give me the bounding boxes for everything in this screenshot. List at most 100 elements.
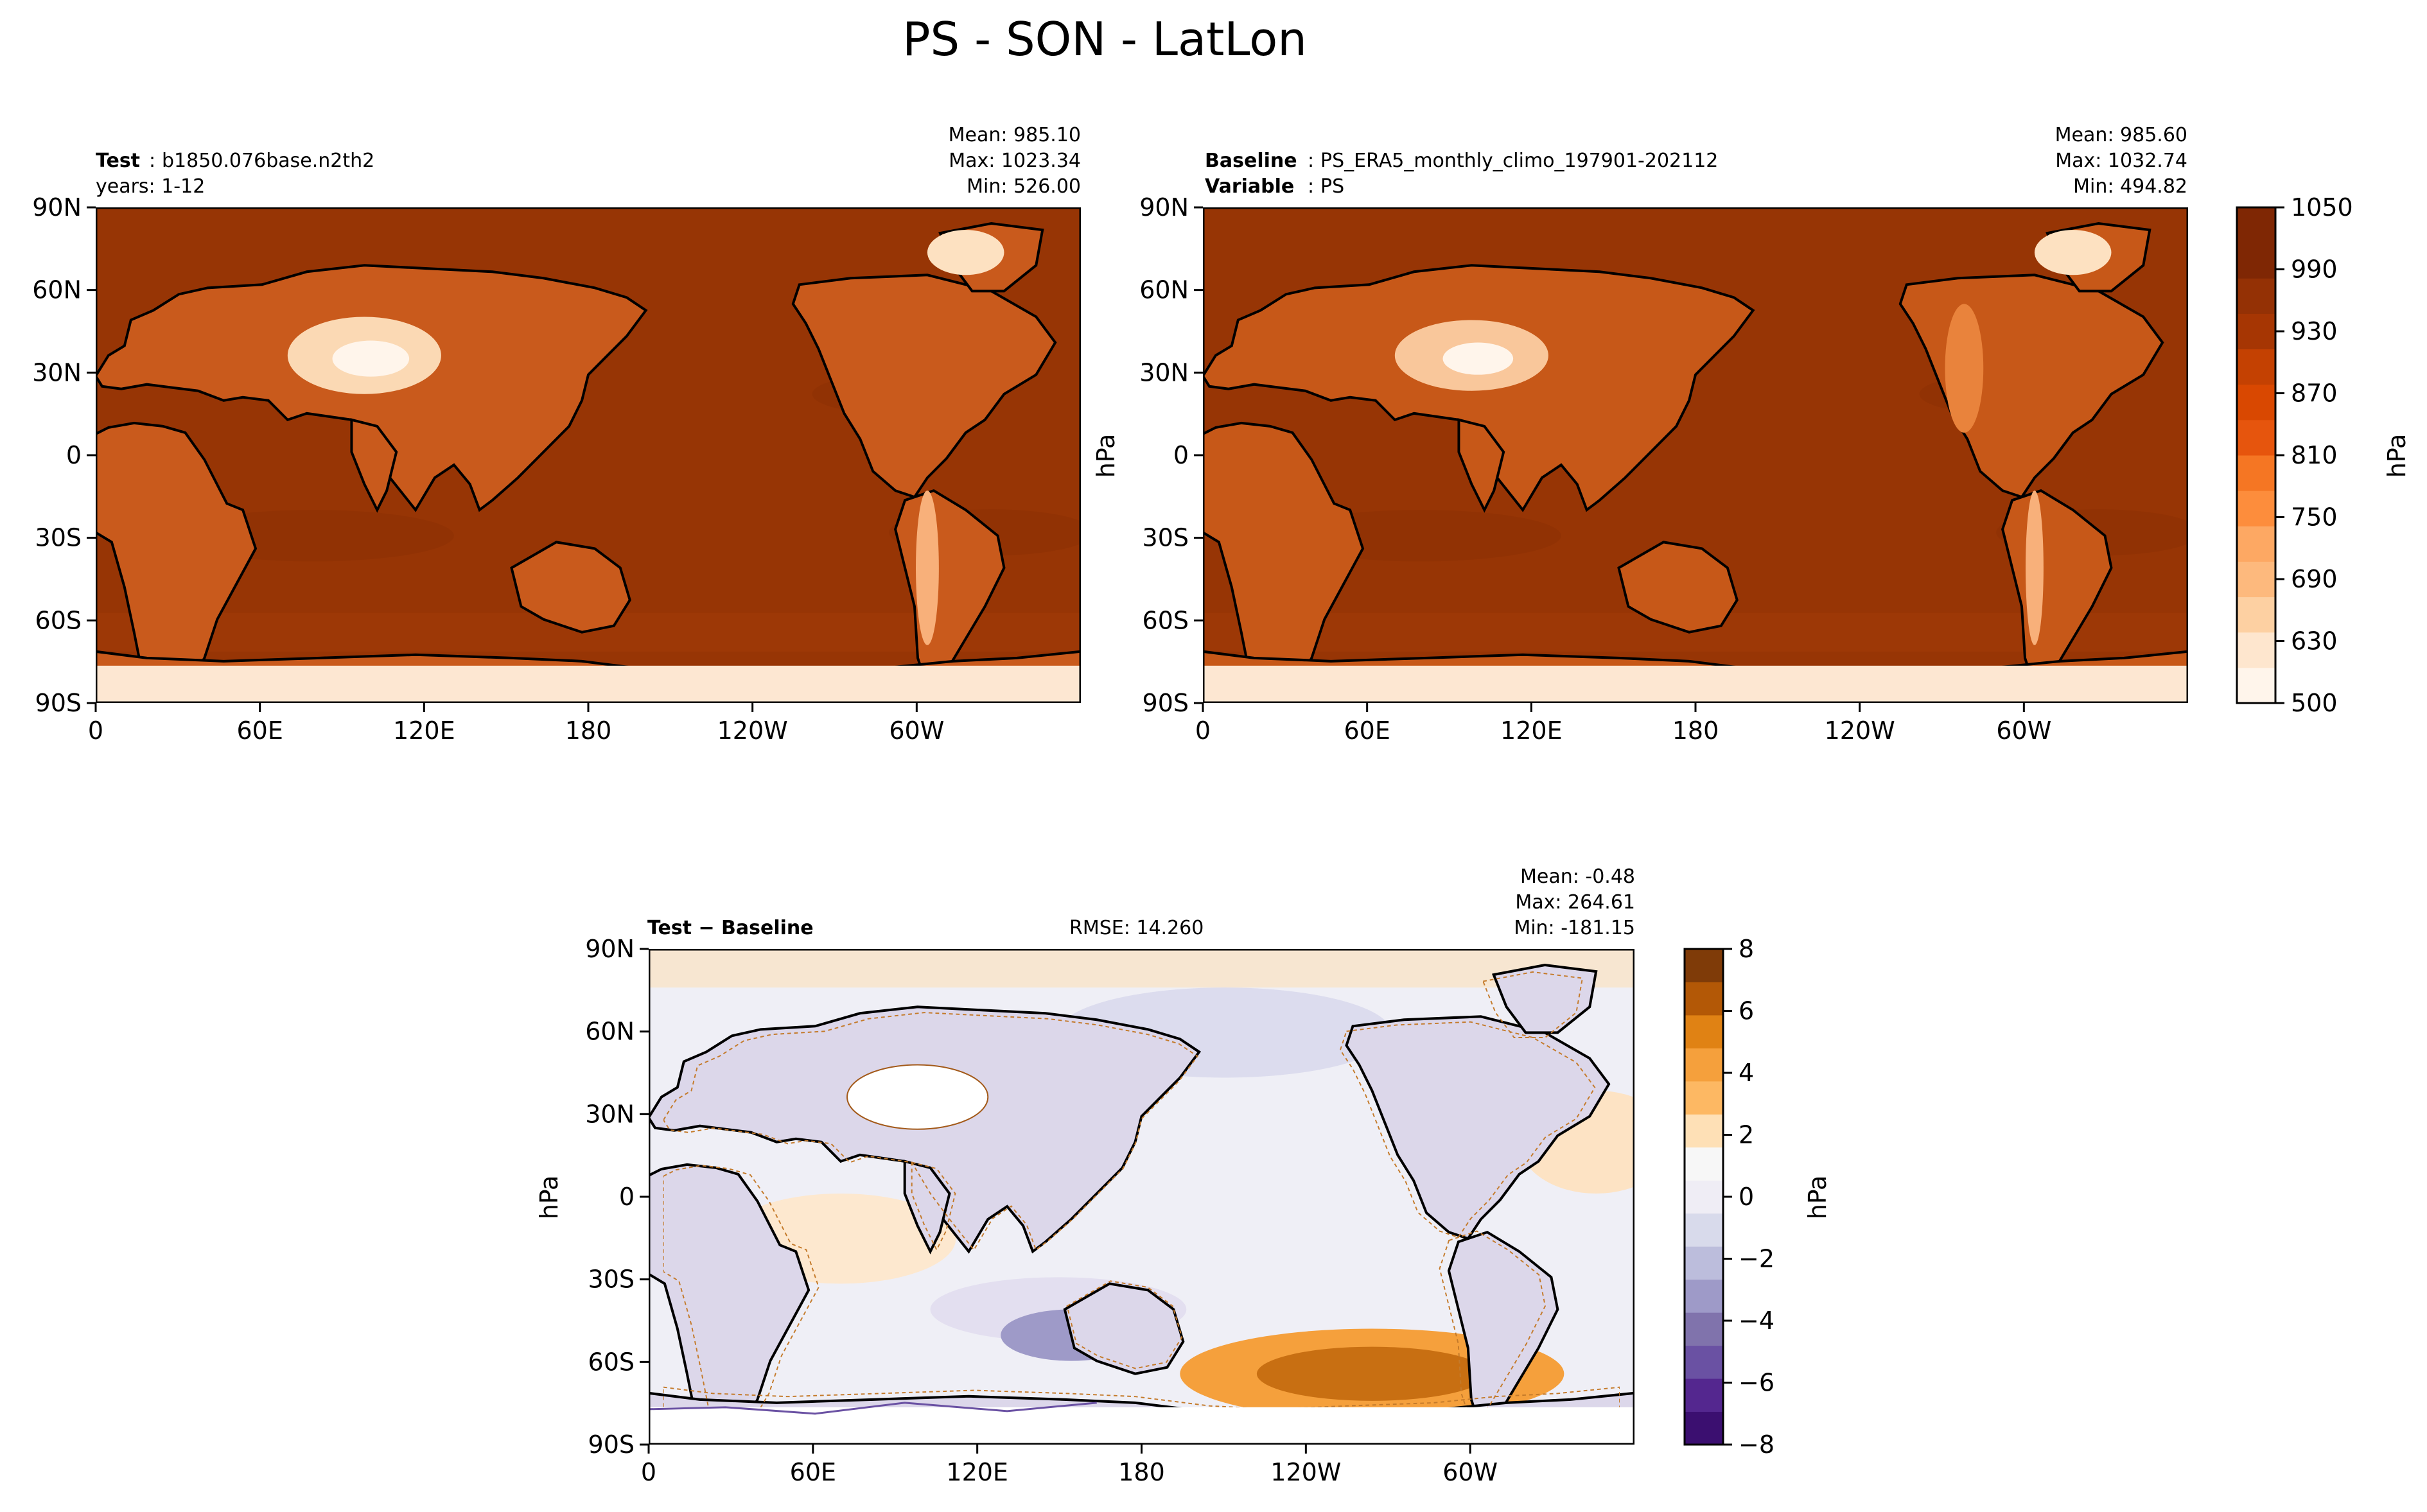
bottom-colorbar-swatch bbox=[1685, 1048, 1723, 1082]
diff-lon-tick-label: 0 bbox=[641, 1458, 656, 1486]
bottom-colorbar-swatch bbox=[1685, 1312, 1723, 1346]
baseline-label-value: PS_ERA5_monthly_climo_197901-202112 bbox=[1320, 150, 1718, 172]
test-tibet-peak bbox=[332, 340, 410, 377]
top-colorbar-swatches bbox=[2237, 207, 2275, 704]
diff-tibet bbox=[846, 1064, 989, 1130]
top-colorbar-swatch bbox=[2237, 491, 2275, 526]
top-colorbar-swatch bbox=[2237, 596, 2275, 633]
top-colorbar-label: hPa bbox=[2383, 434, 2411, 478]
bottom-colorbar-tick-label: −6 bbox=[1739, 1369, 1774, 1397]
diff-ylabel: hPa bbox=[535, 1176, 563, 1220]
baseline-label-separator: : bbox=[1308, 150, 1314, 172]
baseline-lon-tick-label: 180 bbox=[1672, 717, 1719, 745]
baseline-andes bbox=[2025, 491, 2044, 645]
diff-rmse: RMSE: 14.260 bbox=[1069, 917, 1204, 939]
bottom-colorbar-swatch bbox=[1685, 1147, 1723, 1181]
top-colorbar-swatch bbox=[2237, 207, 2275, 243]
diff-lat-tick-label: 60N bbox=[585, 1018, 635, 1046]
bottom-colorbar-tick-label: −2 bbox=[1739, 1245, 1774, 1273]
top-colorbar-tick-label: 630 bbox=[2291, 627, 2338, 656]
top-colorbar-swatch bbox=[2237, 278, 2275, 314]
bottom-colorbar: 8 6 4 2 0 −2 −4 −6 −8 hPa bbox=[1683, 935, 1832, 1459]
top-colorbar-tick-label: 690 bbox=[2291, 565, 2338, 593]
baseline-variable-separator: : bbox=[1308, 175, 1314, 198]
baseline-antarctica bbox=[1203, 665, 2188, 703]
test-andes bbox=[916, 491, 939, 645]
test-lat-tick-label: 60S bbox=[35, 606, 82, 634]
top-colorbar-tick-label: 990 bbox=[2291, 256, 2338, 284]
baseline-variable-key: Variable bbox=[1205, 175, 1294, 198]
bottom-colorbar-ticks: 8 6 4 2 0 −2 −4 −6 −8 bbox=[1723, 935, 1774, 1459]
baseline-lon-tick-label: 60E bbox=[1344, 717, 1390, 745]
top-colorbar-swatch bbox=[2237, 667, 2275, 704]
diff-label: Test − Baseline bbox=[647, 917, 814, 939]
test-label-value: b1850.076base.n2th2 bbox=[162, 150, 374, 172]
top-colorbar-swatch bbox=[2237, 526, 2275, 562]
top-colorbar-tick-label: 810 bbox=[2291, 441, 2338, 469]
baseline-ylabel: hPa bbox=[1092, 434, 1120, 478]
bottom-colorbar-tick-label: −4 bbox=[1739, 1307, 1774, 1335]
top-colorbar-tick-label: 870 bbox=[2291, 379, 2338, 408]
baseline-lon-tick-label: 120E bbox=[1500, 717, 1563, 745]
baseline-variable-value: PS bbox=[1320, 175, 1344, 198]
test-lat-tick-label: 60N bbox=[32, 276, 82, 304]
test-years: years: 1-12 bbox=[96, 175, 205, 198]
diff-lat-tick-label: 90S bbox=[588, 1430, 635, 1459]
top-colorbar-ticks: 1050 990 930 870 810 750 690 630 500 bbox=[2275, 193, 2353, 717]
diff-lon-tick-label: 120W bbox=[1270, 1458, 1341, 1486]
bottom-colorbar-swatches bbox=[1685, 949, 1723, 1445]
test-map bbox=[96, 207, 1081, 703]
bottom-colorbar-swatch bbox=[1685, 1213, 1723, 1247]
diff-southern-high-core bbox=[1256, 1346, 1487, 1401]
diff-lon-tick-label: 60E bbox=[790, 1458, 836, 1486]
top-colorbar-tick-label: 750 bbox=[2291, 503, 2338, 532]
test-antarctica bbox=[96, 665, 1081, 703]
bottom-colorbar-label: hPa bbox=[1803, 1176, 1832, 1220]
bottom-colorbar-tick-label: −8 bbox=[1739, 1430, 1774, 1459]
diff-mean: Mean: -0.48 bbox=[1520, 865, 1635, 888]
diff-map bbox=[649, 949, 1634, 1445]
baseline-lat-tick-label: 60N bbox=[1139, 276, 1189, 304]
bottom-colorbar-swatch bbox=[1685, 1345, 1723, 1379]
baseline-lat-tick-label: 30S bbox=[1143, 524, 1189, 552]
top-colorbar-tick-label: 500 bbox=[2291, 689, 2338, 717]
test-greenland-high bbox=[927, 230, 1004, 275]
diff-min: Min: -181.15 bbox=[1514, 917, 1635, 939]
baseline-map bbox=[1203, 207, 2188, 703]
diff-lat-tick-label: 0 bbox=[619, 1183, 635, 1211]
test-mean: Mean: 985.10 bbox=[949, 124, 1081, 146]
test-panel: Test : b1850.076base.n2th2 years: 1-12 M… bbox=[96, 124, 1081, 703]
bottom-colorbar-swatch bbox=[1685, 1014, 1723, 1048]
diff-lon-tick-label: 180 bbox=[1118, 1458, 1165, 1486]
bottom-colorbar-tick-label: 0 bbox=[1739, 1183, 1754, 1211]
test-lon-tick-label: 180 bbox=[565, 717, 612, 745]
top-colorbar-tick-label: 1050 bbox=[2291, 193, 2353, 222]
top-colorbar-swatch bbox=[2237, 313, 2275, 350]
bottom-colorbar-swatch bbox=[1685, 1411, 1723, 1445]
top-colorbar-swatch bbox=[2237, 349, 2275, 385]
baseline-mean: Mean: 985.60 bbox=[2055, 124, 2187, 146]
baseline-panel: Baseline : PS_ERA5_monthly_climo_197901-… bbox=[1092, 124, 2188, 703]
baseline-lat-tick-label: 0 bbox=[1173, 441, 1189, 469]
baseline-max: Max: 1032.74 bbox=[2055, 150, 2187, 172]
test-lon-tick-label: 60W bbox=[889, 717, 944, 745]
test-label-key: Test bbox=[96, 150, 140, 172]
baseline-lon-tick-label: 60W bbox=[1996, 717, 2051, 745]
test-lon-tick-label: 60E bbox=[236, 717, 283, 745]
diff-panel: Test − Baseline RMSE: 14.260 Mean: -0.48… bbox=[535, 865, 1635, 1445]
baseline-min: Min: 494.82 bbox=[2073, 175, 2187, 198]
bottom-colorbar-tick-label: 6 bbox=[1739, 997, 1754, 1025]
diff-lat-tick-label: 90N bbox=[585, 935, 635, 963]
top-colorbar-swatch bbox=[2237, 419, 2275, 456]
test-lat-tick-label: 90N bbox=[32, 193, 82, 222]
bottom-colorbar-swatch bbox=[1685, 1246, 1723, 1280]
bottom-colorbar-swatch bbox=[1685, 1114, 1723, 1148]
top-colorbar: 1050 990 930 870 810 750 690 630 500 hPa bbox=[2236, 193, 2411, 717]
top-colorbar-swatch bbox=[2237, 561, 2275, 598]
top-colorbar-swatch bbox=[2237, 243, 2275, 279]
test-lon-tick-label: 0 bbox=[88, 717, 103, 745]
bottom-colorbar-tick-label: 2 bbox=[1739, 1121, 1754, 1149]
baseline-lat-tick-label: 90S bbox=[1143, 689, 1189, 717]
